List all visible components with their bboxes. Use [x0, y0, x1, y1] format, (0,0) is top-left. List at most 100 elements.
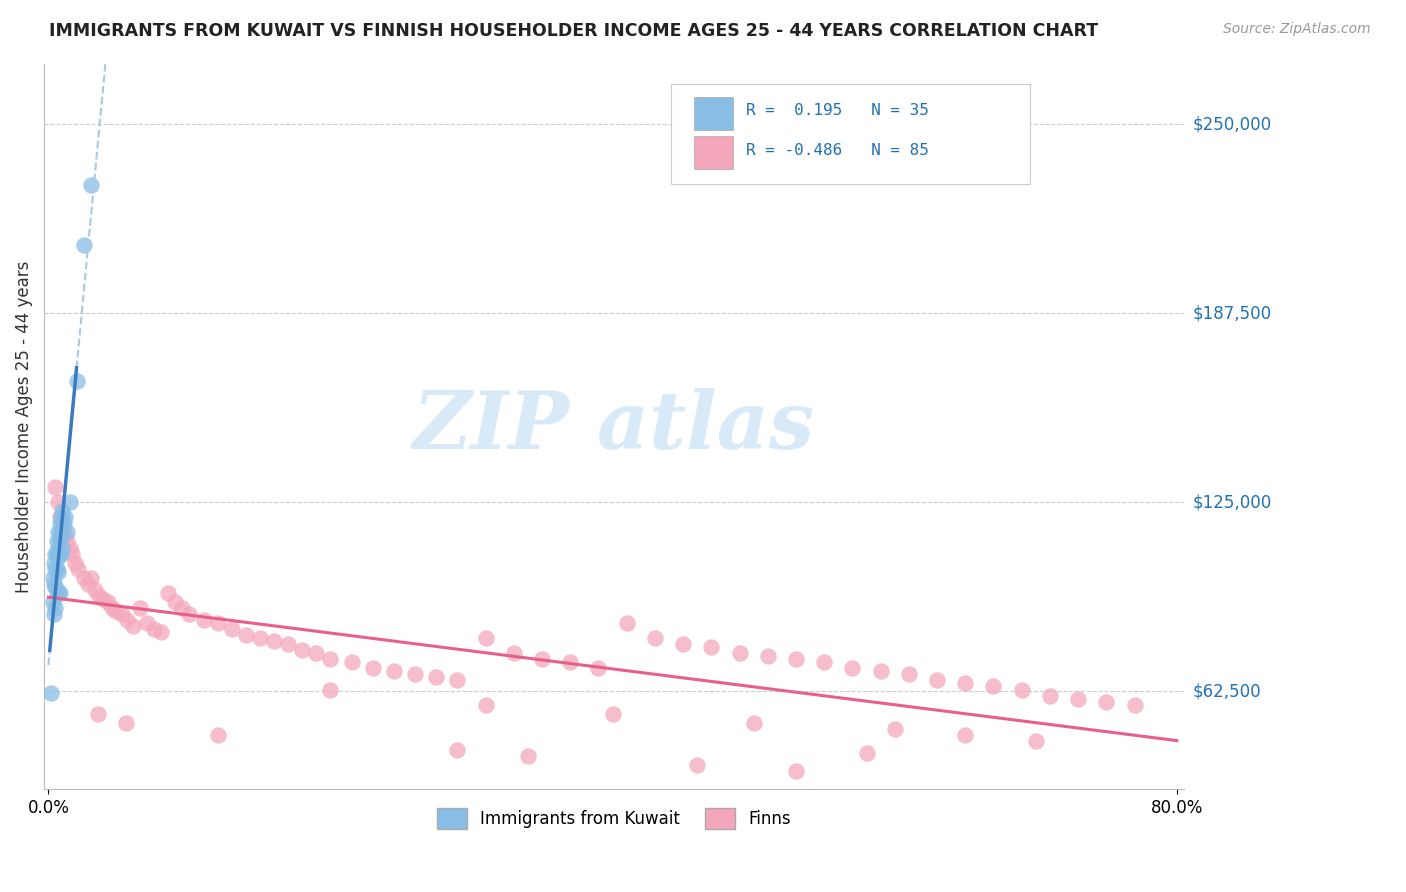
Point	[72, 571, 94, 585]
Point	[51, 516, 73, 531]
Text: R =  0.195   N = 35: R = 0.195 N = 35	[747, 103, 929, 118]
Point	[446, 743, 468, 757]
Point	[207, 615, 229, 630]
Point	[66, 562, 89, 576]
Point	[785, 764, 807, 778]
Point	[425, 670, 447, 684]
Text: R = -0.486   N = 85: R = -0.486 N = 85	[747, 144, 929, 158]
Point	[39, 685, 62, 699]
Point	[305, 646, 328, 660]
Point	[46, 525, 69, 540]
Point	[897, 667, 920, 681]
Point	[742, 715, 765, 730]
Point	[700, 640, 723, 655]
Point	[925, 673, 948, 688]
Point	[193, 613, 215, 627]
Point	[1025, 734, 1047, 748]
Point	[79, 571, 101, 585]
Point	[179, 607, 201, 621]
Text: $250,000: $250,000	[1192, 115, 1271, 134]
Point	[446, 673, 468, 688]
Point	[44, 601, 66, 615]
Point	[756, 649, 779, 664]
Point	[97, 595, 120, 609]
Point	[48, 510, 70, 524]
Point	[101, 601, 124, 615]
Point	[207, 728, 229, 742]
Point	[686, 758, 709, 772]
Point	[45, 547, 67, 561]
Point	[588, 661, 610, 675]
Text: ZIP atlas: ZIP atlas	[413, 388, 815, 466]
Point	[52, 525, 75, 540]
Point	[855, 746, 877, 760]
Point	[45, 562, 67, 576]
Point	[955, 728, 977, 742]
Point	[983, 680, 1005, 694]
Point	[150, 625, 173, 640]
Text: Source: ZipAtlas.com: Source: ZipAtlas.com	[1223, 22, 1371, 37]
Point	[172, 601, 194, 615]
Point	[319, 652, 342, 666]
Point	[72, 238, 94, 252]
Point	[46, 541, 69, 555]
Point	[51, 541, 73, 555]
Point	[728, 646, 751, 660]
Point	[44, 480, 66, 494]
Point	[474, 698, 496, 712]
Point	[48, 532, 70, 546]
Point	[883, 722, 905, 736]
Point	[41, 571, 63, 585]
Point	[235, 628, 257, 642]
Point	[644, 631, 666, 645]
Point	[44, 562, 66, 576]
Point	[602, 706, 624, 721]
Point	[115, 715, 138, 730]
Point	[76, 576, 98, 591]
Text: $125,000: $125,000	[1192, 493, 1271, 511]
Point	[143, 622, 166, 636]
Point	[382, 665, 405, 679]
Point	[785, 652, 807, 666]
Point	[340, 656, 363, 670]
Point	[55, 534, 77, 549]
Point	[48, 547, 70, 561]
Point	[45, 534, 67, 549]
Point	[249, 631, 271, 645]
Point	[48, 586, 70, 600]
Point	[42, 576, 65, 591]
Point	[53, 510, 76, 524]
Point	[813, 656, 835, 670]
Point	[105, 604, 128, 618]
Point	[291, 643, 314, 657]
Point	[44, 547, 66, 561]
Point	[41, 595, 63, 609]
Point	[93, 591, 115, 606]
Point	[79, 178, 101, 192]
Point	[361, 661, 384, 675]
Point	[404, 667, 426, 681]
Point	[841, 661, 863, 675]
FancyBboxPatch shape	[693, 96, 733, 130]
Point	[117, 613, 139, 627]
Point	[1067, 691, 1090, 706]
Point	[869, 665, 891, 679]
Point	[263, 634, 285, 648]
Point	[111, 607, 134, 621]
Point	[46, 549, 69, 564]
Point	[672, 637, 695, 651]
Point	[46, 565, 69, 579]
Point	[1123, 698, 1146, 712]
Point	[319, 682, 342, 697]
Point	[52, 516, 75, 531]
Point	[89, 589, 111, 603]
Point	[45, 582, 67, 597]
Point	[277, 637, 299, 651]
Point	[83, 582, 105, 597]
Point	[60, 547, 83, 561]
Point	[86, 706, 108, 721]
Text: $62,500: $62,500	[1192, 682, 1261, 700]
Point	[165, 595, 187, 609]
FancyBboxPatch shape	[693, 136, 733, 169]
Point	[49, 547, 72, 561]
